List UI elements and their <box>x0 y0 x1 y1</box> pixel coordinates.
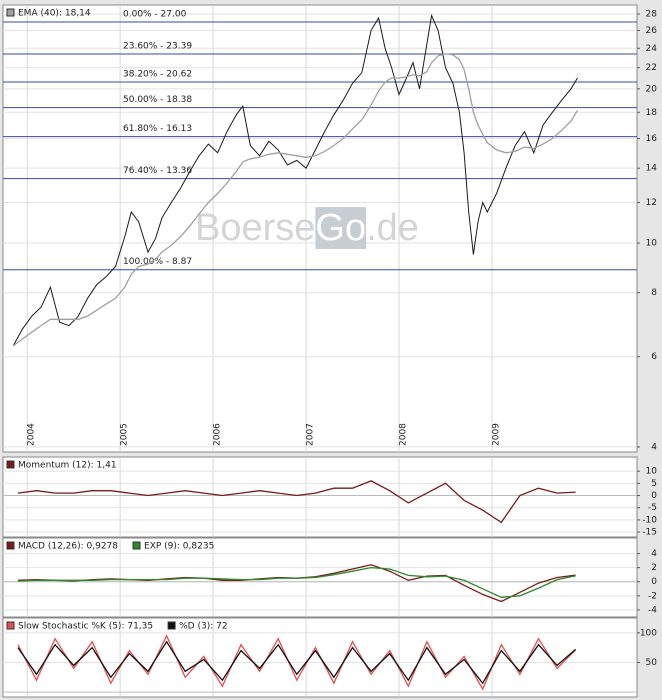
y-tick-label: -10 <box>642 515 657 525</box>
panel <box>2 456 638 538</box>
y-tick-label: -5 <box>648 503 657 513</box>
y-tick-label: 24 <box>646 44 658 54</box>
y-tick-label: -15 <box>642 528 657 538</box>
y-tick-label: 18 <box>646 108 658 118</box>
fib-label: 50.00% - 18.38 <box>123 95 192 105</box>
legend-swatch <box>6 621 15 630</box>
series-line <box>12 13 578 347</box>
series-line <box>17 634 577 691</box>
series-line <box>12 53 579 347</box>
y-tick-label: 6 <box>651 352 657 362</box>
series-line <box>17 640 577 685</box>
legend-swatch <box>167 621 176 630</box>
fib-label: 0.00% - 27.00 <box>123 10 187 20</box>
legend-label: Slow Stochastic %K (5): 71,35 <box>18 622 153 632</box>
y-tick-label: 28 <box>646 9 658 19</box>
legend-swatch <box>6 460 15 469</box>
fib-label: 76.40% - 13.36 <box>123 166 192 176</box>
y-tick-label: 50 <box>646 658 658 668</box>
fib-label: 38.20% - 20.62 <box>123 70 192 80</box>
y-tick-label: 16 <box>646 134 658 144</box>
y-tick-label: -2 <box>648 591 657 601</box>
fib-label: 61.80% - 16.13 <box>123 124 192 134</box>
y-tick-label: 22 <box>646 63 657 73</box>
legend-swatch <box>132 541 141 550</box>
fib-label: 100.00% - 8.87 <box>123 257 192 267</box>
legend-swatch <box>6 8 15 17</box>
y-tick-label: 14 <box>646 164 658 174</box>
y-tick-label: 10 <box>646 239 658 249</box>
legend-label: Momentum (12): 1,41 <box>18 461 117 471</box>
y-tick-label: 100 <box>640 628 657 638</box>
x-tick-label: 2005 <box>120 423 130 446</box>
x-tick-label: 2007 <box>306 423 316 446</box>
watermark-part: Boerse <box>195 207 315 249</box>
x-tick-label: 2006 <box>213 423 223 446</box>
y-tick-label: 20 <box>646 84 658 94</box>
y-tick-label: 4 <box>651 442 657 452</box>
watermark-part: Go <box>315 207 366 249</box>
y-tick-label: 4 <box>651 549 657 559</box>
watermark: BoerseGo.de <box>195 207 419 249</box>
y-tick-label: 8 <box>651 288 657 298</box>
y-tick-label: -4 <box>648 605 657 615</box>
y-tick-label: 2 <box>651 563 657 573</box>
legend-label: EMA (40): 18,14 <box>18 9 91 19</box>
y-tick-label: 10 <box>646 467 658 477</box>
legend-swatch <box>6 541 15 550</box>
watermark-box <box>315 207 367 250</box>
y-tick-label: 0 <box>651 491 657 501</box>
legend-label: EXP (9): 0,8235 <box>144 542 214 552</box>
x-tick-label: 2008 <box>399 423 409 446</box>
legend-label: %D (3): 72 <box>179 622 227 632</box>
y-tick-label: 0 <box>651 577 657 587</box>
panel <box>2 537 638 618</box>
x-tick-label: 2004 <box>27 423 37 446</box>
y-tick-label: 12 <box>646 198 657 208</box>
series-line <box>17 480 576 524</box>
y-tick-label: 26 <box>646 26 658 36</box>
x-tick-label: 2009 <box>491 423 501 446</box>
y-tick-label: 5 <box>651 479 657 489</box>
fib-label: 23.60% - 23.39 <box>123 41 192 51</box>
series-line <box>17 566 576 598</box>
watermark-part: .de <box>366 207 419 249</box>
legend-label: MACD (12,26): 0,9278 <box>18 542 118 552</box>
